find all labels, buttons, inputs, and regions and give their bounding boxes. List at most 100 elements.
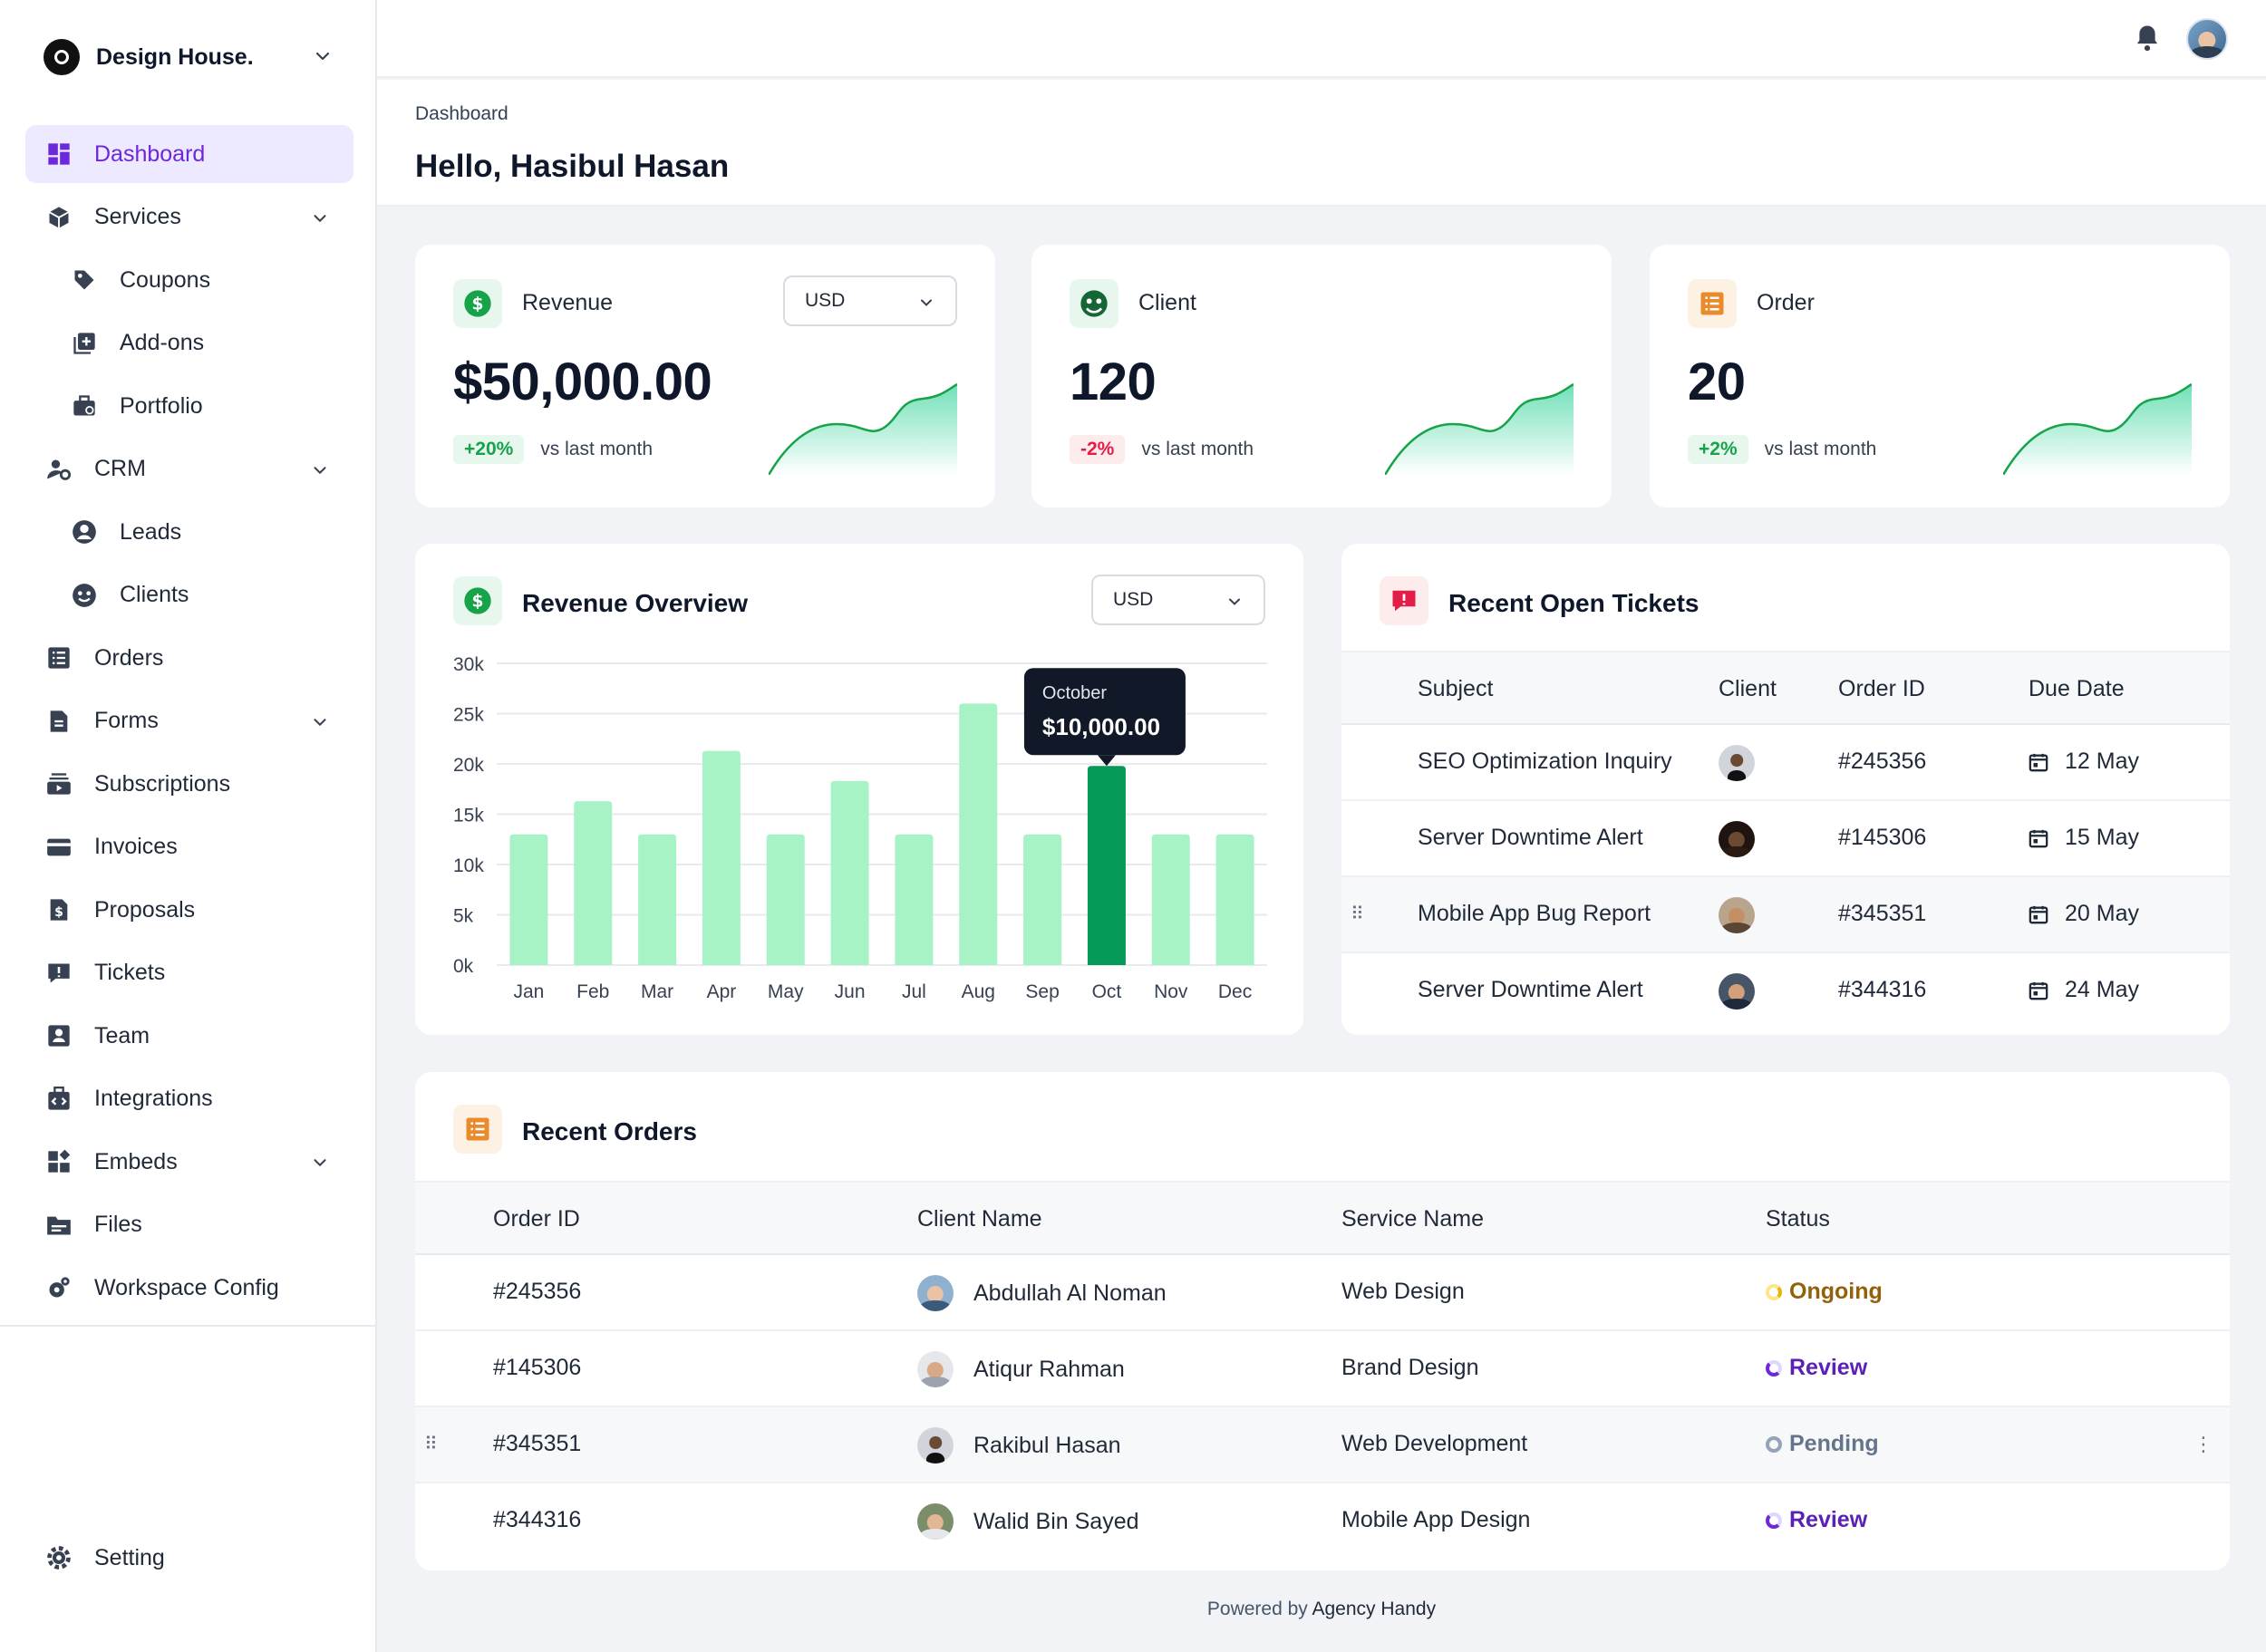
- ticket-alert-icon: [45, 960, 73, 987]
- sidebar-item-subscriptions[interactable]: Subscriptions: [25, 755, 353, 813]
- change-caption: vs last month: [1141, 439, 1254, 459]
- change-caption: vs last month: [540, 439, 654, 459]
- change-caption: vs last month: [1764, 439, 1877, 459]
- order-value: 20: [1688, 353, 1746, 411]
- bar-feb[interactable]: [574, 801, 613, 965]
- sidebar-item-label: Portfolio: [120, 392, 203, 419]
- sidebar-item-dashboard[interactable]: Dashboard: [25, 125, 353, 183]
- change-badge: -2%: [1070, 435, 1126, 464]
- bar-jun[interactable]: [830, 780, 869, 965]
- service-name: Mobile App Design: [1341, 1507, 1531, 1532]
- page-header: Dashboard Hello, Hasibul Hasan: [377, 80, 2266, 207]
- sidebar-item-orders[interactable]: Orders: [25, 629, 353, 687]
- sidebar-item-clients[interactable]: Clients: [25, 566, 353, 624]
- chevron-down-icon[interactable]: [310, 712, 330, 732]
- table-row[interactable]: SEO Optimization Inquiry #245356 12 May: [1341, 725, 2230, 801]
- chevron-down-icon[interactable]: [310, 208, 330, 228]
- table-row[interactable]: #245356 Abdullah Al Noman Web Design Ong…: [415, 1255, 2230, 1331]
- client-value: 120: [1070, 353, 1157, 411]
- revenue-overview-card: $ Revenue Overview USD 0k 5k 10k 15k 20k 25k 3…: [415, 544, 1303, 1035]
- footer-brand-link[interactable]: Agency Handy: [1312, 1599, 1437, 1619]
- chevron-down-icon[interactable]: [310, 1153, 330, 1173]
- more-options-icon[interactable]: ⋮: [2193, 1433, 2213, 1455]
- bar-jan[interactable]: [509, 834, 548, 965]
- table-row[interactable]: ⠿ Mobile App Bug Report #345351 20 May: [1341, 877, 2230, 953]
- sidebar-item-leads[interactable]: Leads: [25, 503, 353, 561]
- sidebar-item-forms[interactable]: Forms: [25, 692, 353, 750]
- sidebar-item-portfolio[interactable]: Portfolio: [25, 377, 353, 435]
- bar-nov[interactable]: [1151, 834, 1190, 965]
- bar-may[interactable]: [766, 834, 805, 965]
- change-badge: +20%: [453, 435, 525, 464]
- calendar-icon: [2029, 905, 2048, 923]
- sidebar-item-label: Leads: [120, 518, 182, 545]
- sidebar-item-label: Team: [94, 1022, 150, 1048]
- bar-aug[interactable]: [959, 703, 998, 965]
- tooltip-box: [1023, 668, 1186, 756]
- bar-dec[interactable]: [1215, 834, 1254, 965]
- table-row[interactable]: #344316 Walid Bin Sayed Mobile App Desig…: [415, 1483, 2230, 1560]
- currency-select[interactable]: USD: [783, 275, 957, 326]
- tooltip-arrow: [1097, 755, 1116, 767]
- client-change: -2% vs last month: [1070, 433, 1254, 466]
- user-avatar[interactable]: [2186, 18, 2228, 60]
- ticket-due-date: 20 May: [2029, 901, 2139, 927]
- client-avatar: [1719, 745, 1755, 781]
- client-avatar: [1719, 897, 1755, 933]
- order-id: #145306: [493, 1355, 582, 1380]
- svg-text:$: $: [472, 295, 484, 314]
- drag-handle-icon[interactable]: ⠿: [424, 1435, 438, 1454]
- overview-currency-select[interactable]: USD: [1091, 575, 1265, 625]
- client-cell: Rakibul Hasan: [917, 1427, 1121, 1464]
- client-sparkline: [1385, 382, 1574, 475]
- sidebar-item-integrations[interactable]: Integrations: [25, 1070, 353, 1128]
- bar-oct[interactable]: [1087, 766, 1126, 965]
- bar-apr[interactable]: [702, 750, 741, 965]
- sidebar-item-team[interactable]: Team: [25, 1007, 353, 1065]
- revenue-change: +20% vs last month: [453, 433, 653, 466]
- ticket-order-id: #245356: [1838, 749, 1927, 774]
- tooltip-value: $10,000.00: [1042, 713, 1160, 740]
- add-square-icon: [71, 330, 98, 357]
- chevron-down-icon[interactable]: [310, 460, 330, 480]
- order-id: #245356: [493, 1279, 582, 1304]
- sidebar-item-embeds[interactable]: Embeds: [25, 1133, 353, 1191]
- table-row[interactable]: #145306 Atiqur Rahman Brand Design Revie…: [415, 1331, 2230, 1407]
- sidebar-item-workspace-config[interactable]: Workspace Config: [25, 1259, 353, 1317]
- sidebar-item-setting[interactable]: Setting: [45, 1544, 165, 1571]
- sidebar-item-label: Files: [94, 1212, 142, 1237]
- breadcrumb[interactable]: Dashboard: [415, 103, 508, 124]
- sidebar-item-tickets[interactable]: Tickets: [25, 944, 353, 1002]
- sidebar-item-coupons[interactable]: Coupons: [25, 251, 353, 309]
- sidebar-item-add-ons[interactable]: Add-ons: [25, 314, 353, 372]
- sidebar-item-label: Integrations: [94, 1086, 213, 1111]
- table-row[interactable]: Server Downtime Alert #344316 24 May: [1341, 953, 2230, 1029]
- table-row[interactable]: ⠿ #345351 Rakibul Hasan Web Development …: [415, 1407, 2230, 1483]
- table-row[interactable]: Server Downtime Alert #145306 15 May: [1341, 801, 2230, 877]
- sidebar-item-proposals[interactable]: $ Proposals: [25, 881, 353, 939]
- drag-handle-icon[interactable]: ⠿: [1351, 904, 1364, 924]
- workspace-switcher[interactable]: Design House.: [44, 38, 334, 76]
- sidebar-item-files[interactable]: Files: [25, 1196, 353, 1254]
- column-header-service-name: Service Name: [1341, 1206, 1484, 1232]
- subscriptions-icon: [45, 770, 73, 797]
- currency-value: USD: [1113, 589, 1154, 610]
- sidebar-item-label: Proposals: [94, 896, 196, 923]
- chevron-down-icon: [921, 299, 932, 306]
- bell-icon[interactable]: [2134, 24, 2161, 53]
- footer: Powered by Agency Handy: [377, 1599, 2266, 1620]
- column-header-order-id: Order ID: [1838, 676, 1925, 701]
- bar-mar[interactable]: [638, 834, 677, 965]
- bar-sep[interactable]: [1023, 834, 1062, 965]
- card-icon: [45, 834, 73, 861]
- embed-icon: [45, 1148, 73, 1175]
- bar-jul[interactable]: [895, 834, 934, 965]
- x-tick-label: Dec: [1218, 981, 1252, 1002]
- client-name: Atiqur Rahman: [973, 1356, 1125, 1382]
- status-text: Ongoing: [1789, 1279, 1883, 1304]
- sidebar-item-crm[interactable]: CRM: [25, 440, 353, 498]
- sidebar-item-services[interactable]: Services: [25, 188, 353, 246]
- sidebar-item-invoices[interactable]: Invoices: [25, 818, 353, 876]
- status-badge: Ongoing: [1766, 1279, 1883, 1305]
- column-header-subject: Subject: [1418, 676, 1494, 701]
